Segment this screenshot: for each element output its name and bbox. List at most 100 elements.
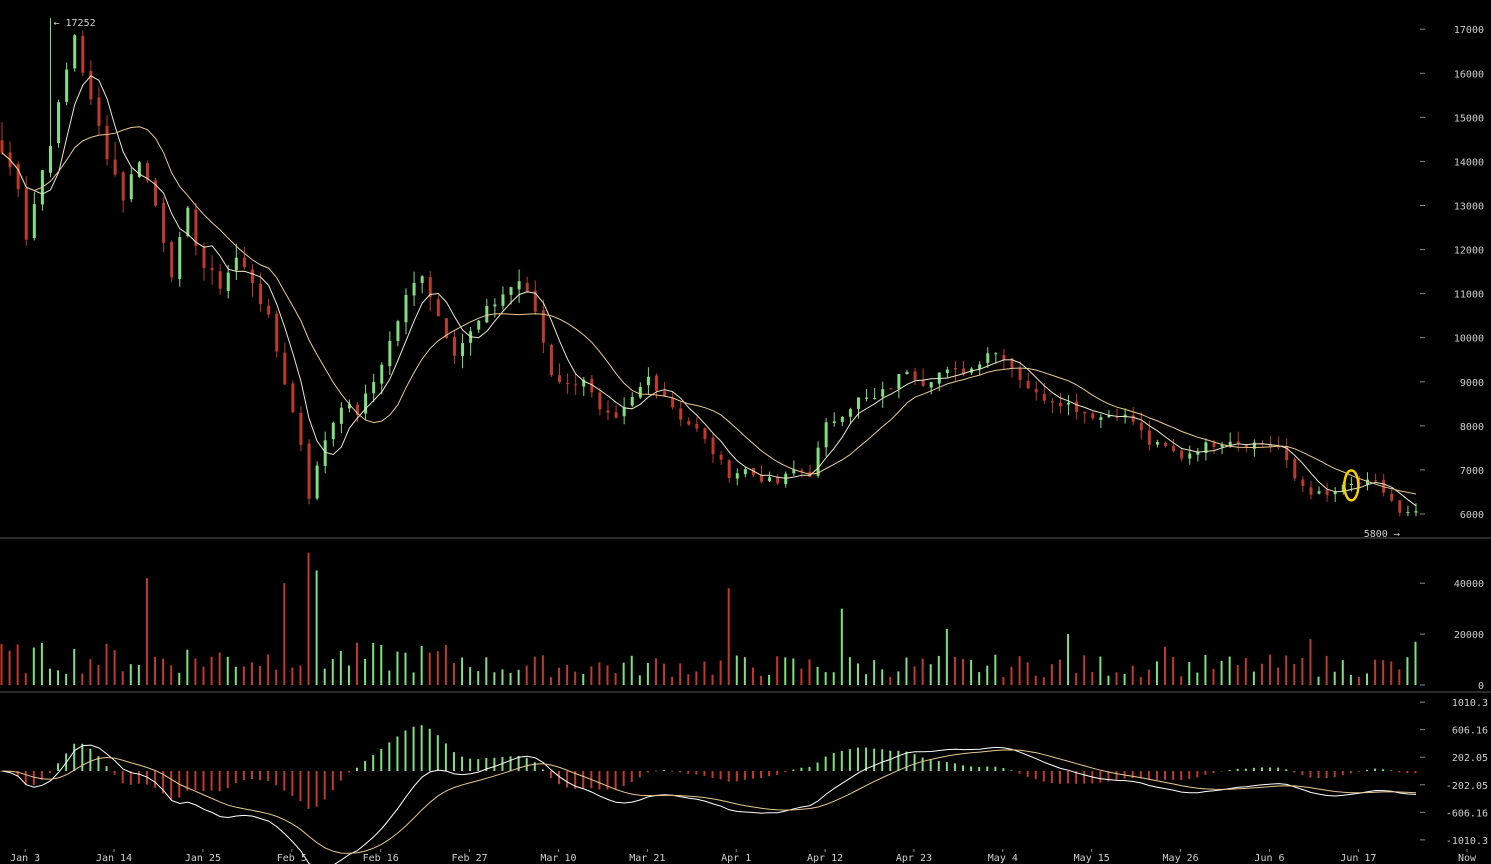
volume-bar [283, 583, 286, 685]
candle-body [1390, 493, 1394, 501]
x-axis-label: Jan 25 [185, 853, 221, 864]
volume-bar [380, 644, 383, 685]
candle-body [1244, 444, 1248, 448]
volume-bar [1107, 675, 1110, 685]
volume-bar [170, 665, 173, 685]
volume-bar [1147, 669, 1150, 685]
volume-bar [331, 659, 334, 685]
volume-bar [485, 657, 488, 685]
candle-body [178, 237, 182, 280]
candle-body [1366, 479, 1370, 485]
macd-histogram-bar [323, 771, 326, 800]
candle-body [1301, 479, 1305, 486]
volume-bar [751, 667, 754, 685]
candle-body [663, 391, 667, 397]
low-annotation: 5800 → [1364, 529, 1400, 540]
volume-bar [703, 661, 706, 685]
candle-body [582, 379, 586, 387]
macd-histogram-bar [1099, 771, 1102, 783]
candle-body [606, 410, 610, 413]
macd-histogram-bar [267, 771, 270, 782]
macd-histogram-bar [154, 771, 157, 788]
macd-histogram-bar [1252, 767, 1255, 771]
candle-body [89, 70, 93, 100]
candle-body [517, 281, 521, 290]
candle-body [364, 393, 368, 414]
macd-histogram-bar [105, 766, 108, 771]
volume-bar [824, 672, 827, 685]
macd-histogram-bar [679, 771, 682, 773]
macd-histogram-bar [73, 743, 76, 771]
volume-bar [307, 552, 310, 685]
macd-histogram-bar [40, 771, 43, 780]
candle-body [1374, 480, 1378, 482]
price-axis-label: 8000 [1460, 422, 1484, 433]
macd-histogram-bar [937, 761, 940, 771]
x-axis-label: Jun 6 [1254, 853, 1284, 864]
macd-histogram-bar [695, 771, 698, 775]
candle-body [57, 102, 61, 144]
candle-body [234, 257, 238, 271]
macd-histogram-bar [525, 757, 528, 771]
candle-body [533, 290, 537, 312]
volume-bar [89, 659, 92, 685]
macd-histogram-bar [509, 756, 512, 771]
macd-histogram-bar [840, 750, 843, 771]
macd-histogram-bar [372, 755, 375, 771]
volume-bar [953, 656, 956, 685]
macd-histogram-bar [186, 771, 189, 791]
macd-histogram-bar [598, 771, 601, 790]
candle-body [711, 437, 715, 455]
candle-body [259, 283, 263, 305]
volume-bar [81, 673, 84, 685]
candle-body [897, 374, 901, 389]
volume-bar [347, 665, 350, 685]
candle-body [703, 428, 707, 440]
candle-body [574, 384, 578, 386]
macd-signal-line [1, 749, 1417, 854]
volume-bar [1406, 657, 1409, 685]
macd-histogram-bar [614, 771, 617, 789]
volume-bar [1349, 674, 1352, 685]
macd-histogram-bar [57, 763, 60, 771]
macd-histogram-bar [1301, 771, 1304, 776]
macd-histogram-bar [582, 771, 585, 789]
volume-bar [388, 670, 391, 685]
macd-histogram-bar [824, 756, 827, 771]
volume-bar [663, 663, 666, 685]
volume-bar [1196, 672, 1199, 685]
volume-axis-label: 40000 [1454, 579, 1484, 590]
volume-bar [275, 669, 278, 685]
volume-bar [1075, 673, 1078, 685]
candle-body [848, 409, 852, 417]
volume-bar [994, 654, 997, 685]
candle-body [210, 267, 214, 271]
candle-body [1147, 430, 1151, 445]
volume-bar [1317, 676, 1320, 685]
candle-body [856, 397, 860, 409]
macd-histogram-bar [760, 771, 763, 778]
macd-axis-label: -606.16 [1446, 808, 1488, 819]
x-axis-label: Apr 23 [896, 853, 932, 864]
macd-histogram-bar [307, 771, 310, 809]
volume-bar [113, 650, 116, 685]
candle-body [420, 276, 424, 283]
volume-bar [1260, 663, 1263, 685]
macd-histogram-bar [1034, 771, 1037, 780]
volume-bar [1228, 656, 1231, 685]
macd-histogram-bar [630, 771, 633, 783]
macd-histogram-bar [533, 762, 536, 771]
macd-histogram-bar [1050, 771, 1053, 783]
volume-bar [517, 669, 520, 685]
candle-body [1034, 389, 1038, 393]
macd-histogram-bar [283, 771, 286, 791]
macd-histogram-bar [1333, 771, 1336, 778]
x-axis-label: Mar 21 [629, 853, 665, 864]
candle-body [881, 389, 885, 397]
macd-histogram-bar [428, 728, 431, 771]
macd-histogram-bar [113, 771, 116, 775]
macd-histogram-bar [299, 771, 302, 802]
volume-bar [582, 673, 585, 685]
volume-bar [574, 671, 577, 685]
macd-histogram-bar [1269, 767, 1272, 771]
